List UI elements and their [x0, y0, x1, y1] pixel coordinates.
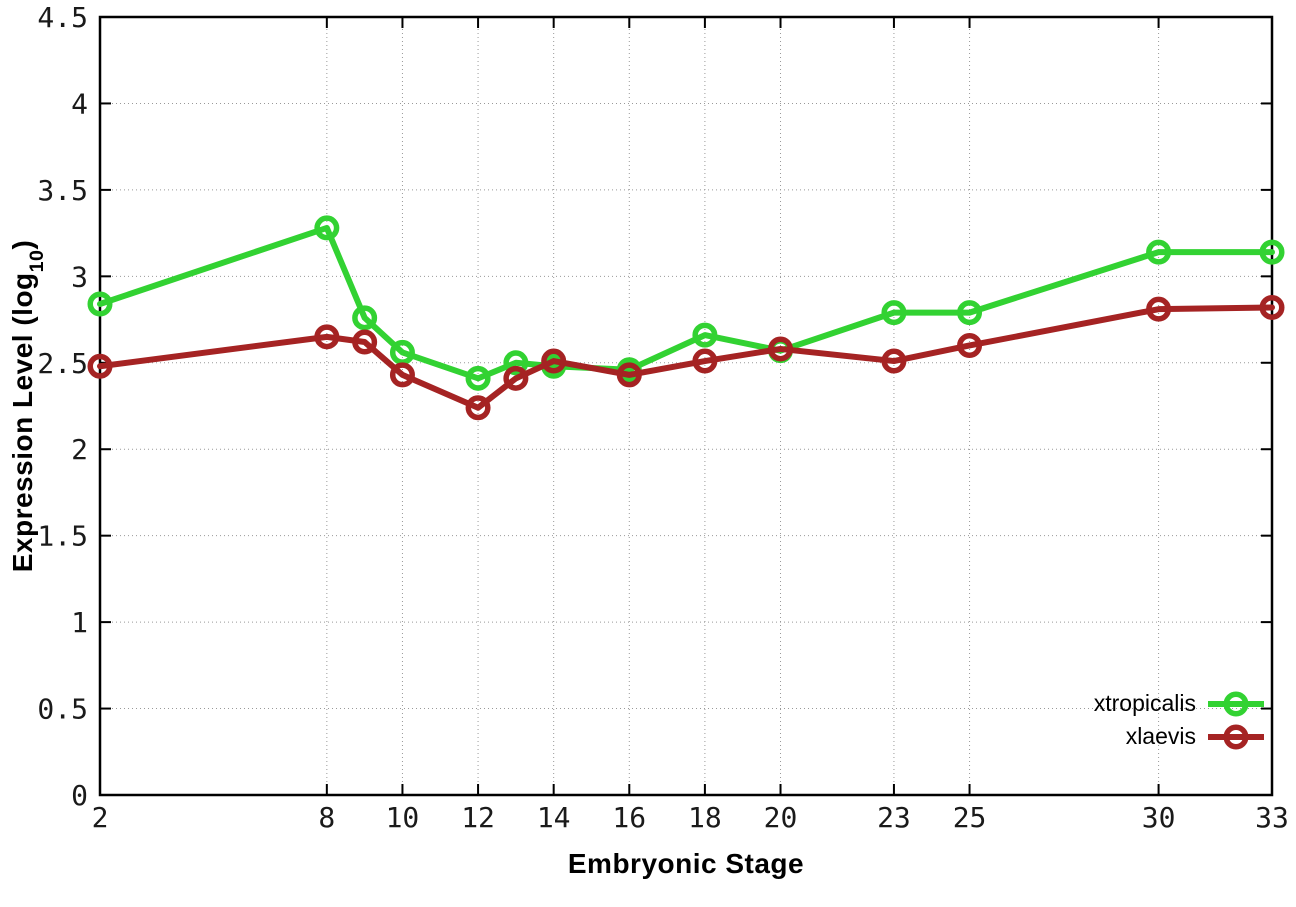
data-point-xtropicalis — [957, 300, 983, 326]
y-axis-title-text: Expression Level (log — [7, 272, 39, 573]
series-line-xtropicalis — [97, 224, 1275, 382]
x-tick-label: 33 — [1255, 801, 1289, 834]
x-tick-label: 2 — [92, 801, 109, 834]
data-point-xtropicalis — [352, 305, 378, 331]
legend-label-xlaevis: xlaevis — [1125, 723, 1196, 749]
x-tick-label: 18 — [688, 801, 722, 834]
data-point-xlaevis — [692, 348, 718, 374]
plot-border — [98, 15, 1274, 797]
data-point-xtropicalis — [1146, 239, 1172, 265]
y-tick-label: 1 — [71, 606, 88, 639]
series-line-xlaevis — [97, 304, 1275, 411]
legend-item-xtropicalis: xtropicalis — [1094, 688, 1264, 719]
data-point-xtropicalis — [503, 350, 529, 376]
x-tick-label: 20 — [764, 801, 798, 834]
y-tick-label: 3.5 — [37, 174, 88, 207]
y-tick-label: 4.5 — [37, 1, 88, 34]
x-axis-title: Embryonic Stage — [567, 848, 805, 879]
x-tick-label: 16 — [612, 801, 646, 834]
x-tick-label: 12 — [461, 801, 495, 834]
legend-point-sample — [1223, 691, 1249, 716]
legend-marker-xtropicalis-icon — [1208, 691, 1264, 716]
data-point-xtropicalis — [314, 215, 340, 241]
y-tick-label: 3 — [71, 260, 88, 293]
data-point-xlaevis — [541, 348, 567, 374]
data-point-xtropicalis — [465, 365, 491, 391]
data-point-xlaevis — [465, 395, 491, 421]
legend-point-sample — [1223, 724, 1249, 749]
data-point-xlaevis — [957, 332, 983, 358]
y-tick-label: 4 — [71, 87, 88, 120]
y-axis-title-close: ) — [7, 239, 39, 250]
data-point-xlaevis — [1146, 296, 1172, 322]
x-tick-label: 23 — [877, 801, 911, 834]
x-tick-label: 25 — [953, 801, 987, 834]
data-point-xlaevis — [389, 362, 415, 388]
data-point-xtropicalis — [692, 322, 718, 348]
data-point-xtropicalis — [389, 339, 415, 365]
data-point-xlaevis — [87, 353, 113, 379]
y-tick-label: 2.5 — [37, 347, 88, 380]
y-axis-title-subscript: 10 — [25, 249, 48, 273]
data-point-xlaevis — [881, 348, 907, 374]
data-point-xtropicalis — [881, 300, 907, 326]
y-axis-title: Expression Level (log10) — [7, 239, 48, 573]
data-point-xlaevis — [503, 365, 529, 391]
data-point-xlaevis — [616, 362, 642, 388]
x-tick-label: 30 — [1142, 801, 1176, 834]
data-point-xlaevis — [314, 324, 340, 350]
legend: xtropicalis xlaevis — [1094, 688, 1264, 752]
x-tick-label: 14 — [537, 801, 571, 834]
data-point-xlaevis — [1259, 294, 1285, 320]
legend-item-xlaevis: xlaevis — [1126, 721, 1264, 752]
y-tick-label: 2 — [71, 433, 88, 466]
data-point-xlaevis — [352, 329, 378, 355]
x-tick-label: 8 — [318, 801, 335, 834]
y-tick-label: 1.5 — [37, 520, 88, 553]
y-tick-label: 0 — [71, 779, 88, 812]
data-point-xtropicalis — [1259, 239, 1285, 265]
y-tick-label: 0.5 — [37, 693, 88, 726]
data-point-xlaevis — [768, 336, 794, 362]
legend-marker-xlaevis-icon — [1208, 724, 1264, 749]
x-tick-label: 10 — [386, 801, 420, 834]
data-point-xtropicalis — [87, 291, 113, 317]
legend-label-xtropicalis: xtropicalis — [1093, 690, 1196, 716]
